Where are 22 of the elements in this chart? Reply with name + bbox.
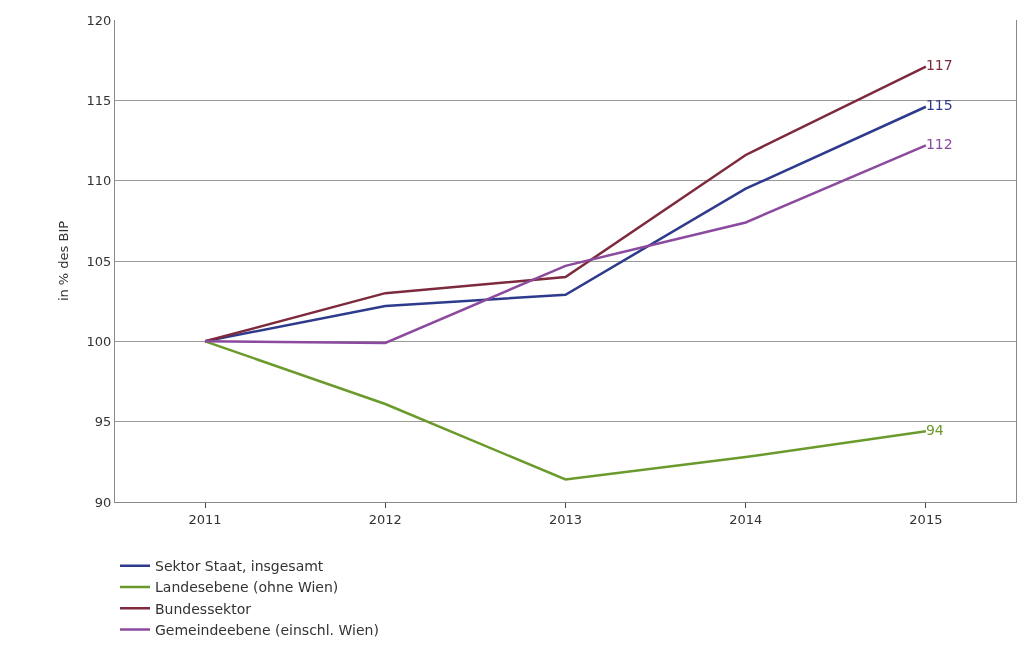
- legend-label: Landesebene (ohne Wien): [155, 579, 339, 596]
- data-label: 94: [925, 421, 944, 438]
- data-label: 115: [925, 97, 953, 114]
- data-label: 117: [925, 57, 953, 74]
- y-tick-label: 115: [86, 92, 112, 108]
- y-tick-label: 100: [86, 333, 112, 349]
- x-tick-label: 2012: [368, 511, 402, 527]
- y-tick-label: 90: [94, 494, 112, 510]
- legend-label: Sektor Staat, insgesamt: [155, 558, 324, 575]
- x-tick-label: 2014: [729, 511, 763, 527]
- y-tick-label: 95: [94, 414, 112, 430]
- y-tick-label: 105: [86, 253, 112, 269]
- y-axis-title: in % des BIP: [55, 220, 71, 302]
- y-tick-label: 120: [86, 12, 112, 28]
- legend-label: Bundessektor: [155, 600, 252, 617]
- x-tick-label: 2011: [188, 511, 222, 527]
- x-tick-label: 2013: [548, 511, 583, 527]
- legend-label: Gemeindeebene (einschl. Wien): [155, 621, 379, 638]
- data-label: 112: [925, 135, 953, 152]
- y-tick-label: 110: [86, 173, 112, 189]
- line-series: [203, 144, 928, 345]
- x-tick-label: 2015: [909, 511, 943, 527]
